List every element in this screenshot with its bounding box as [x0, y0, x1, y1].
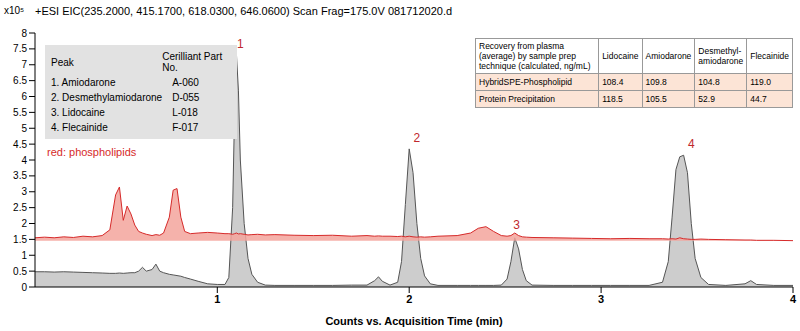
svg-text:Counts vs. Acquisition Time (m: Counts vs. Acquisition Time (min)	[325, 315, 503, 327]
html-text:Flecainide: Flecainide	[750, 51, 789, 61]
html-text:2. Desmethylamiodarone: 2. Desmethylamiodarone	[51, 92, 163, 103]
svg-text:7.5: 7.5	[13, 43, 27, 54]
html-text:108.4: 108.4	[602, 77, 624, 87]
svg-text:8: 8	[21, 28, 27, 39]
html-text:4. Flecainide: 4. Flecainide	[51, 122, 108, 133]
svg-text:0: 0	[21, 282, 27, 293]
html-text:HybridSPE-Phospholipid: HybridSPE-Phospholipid	[479, 77, 573, 87]
html-text:109.8: 109.8	[645, 77, 667, 87]
svg-text:2: 2	[21, 218, 27, 229]
html-text:104.8: 104.8	[698, 77, 720, 87]
svg-text:1: 1	[237, 37, 244, 51]
svg-text:3.5: 3.5	[13, 170, 27, 181]
html-text:3. Lidocaine: 3. Lidocaine	[51, 107, 105, 118]
svg-text:7: 7	[21, 59, 27, 70]
html-text:D-055: D-055	[172, 92, 200, 103]
svg-text:4: 4	[21, 155, 27, 166]
html-text:1. Amiodarone: 1. Amiodarone	[51, 77, 116, 88]
svg-text:1.5: 1.5	[13, 234, 27, 245]
html-text:Protein Precipitation: Protein Precipitation	[479, 94, 556, 104]
html-text:52.9: 52.9	[698, 94, 715, 104]
html-text:Desmethyl-amiodarone: Desmethyl-amiodarone	[698, 46, 744, 66]
svg-text:6: 6	[21, 91, 27, 102]
svg-text:1: 1	[214, 293, 220, 305]
html-text:A-060: A-060	[172, 77, 199, 88]
svg-text:3: 3	[513, 218, 520, 232]
svg-text:2: 2	[414, 131, 421, 145]
svg-text:5: 5	[21, 123, 27, 134]
html-text:L-018: L-018	[172, 107, 198, 118]
svg-text:4.5: 4.5	[13, 139, 27, 150]
html-text:Lidocaine: Lidocaine	[602, 51, 639, 61]
svg-text:2: 2	[406, 293, 412, 305]
html-text:red: phospholipids: red: phospholipids	[47, 146, 137, 158]
svg-text:4: 4	[688, 137, 695, 151]
html-text:+ESI EIC(235.2000, 415.1700, 6: +ESI EIC(235.2000, 415.1700, 618.0300, 6…	[35, 5, 453, 17]
html-text:x10⁵: x10⁵	[4, 5, 25, 16]
svg-text:4: 4	[790, 293, 792, 305]
html-text:Amiodarone: Amiodarone	[645, 51, 692, 61]
html-text:Peak: Peak	[51, 56, 74, 68]
svg-text:3: 3	[21, 186, 27, 197]
html-text:119.0: 119.0	[750, 77, 771, 87]
svg-text:3: 3	[598, 293, 604, 305]
html-text:F-017: F-017	[172, 122, 199, 133]
svg-text:1: 1	[21, 250, 27, 261]
svg-text:2.5: 2.5	[13, 202, 27, 213]
html-text:105.5: 105.5	[645, 94, 667, 104]
svg-text:6.5: 6.5	[13, 75, 27, 86]
html-text:Recovery from plasma (average): Recovery from plasma (average) by sample…	[479, 41, 591, 71]
svg-text:0.5: 0.5	[13, 266, 27, 277]
html-text:Cerilliant Part No.: Cerilliant Part No.	[162, 51, 223, 73]
html-text:118.5: 118.5	[602, 94, 623, 104]
svg-text:5.5: 5.5	[13, 107, 27, 118]
html-text:44.7: 44.7	[750, 94, 767, 104]
